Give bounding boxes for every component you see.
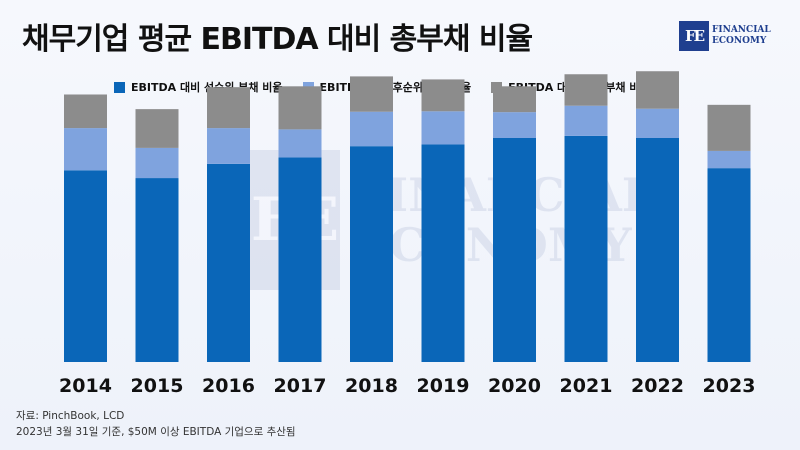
bar-subordinated-2017 — [278, 129, 322, 158]
bar-subordinated-2020 — [493, 112, 536, 138]
bar-subordinated-2023 — [707, 150, 751, 169]
source-note: 자료: PinchBook, LCD 2023년 3월 31일 기준, $50M… — [16, 408, 296, 440]
bar-senior-2023 — [707, 168, 751, 362]
x-tick-label-2019: 2019 — [417, 375, 470, 397]
x-tick-label-2014: 2014 — [59, 375, 112, 397]
x-tick-label-2018: 2018 — [345, 375, 398, 397]
bar-subordinated-2016 — [207, 128, 250, 164]
bar-subordinated-2021 — [564, 105, 608, 136]
page-title: 채무기업 평균 EBITDA 대비 총부채 비율 — [22, 22, 533, 57]
x-tick-label-2020: 2020 — [488, 375, 541, 397]
bar-senior-2015 — [135, 178, 179, 362]
bar-other-2020 — [493, 86, 536, 113]
bar-other-2019 — [421, 79, 465, 112]
bar-senior-2021 — [564, 135, 608, 362]
logo-mark-icon: FE — [679, 21, 709, 51]
bar-other-2016 — [207, 87, 250, 129]
bar-other-2017 — [278, 86, 322, 130]
bar-subordinated-2019 — [421, 111, 465, 145]
bar-other-2015 — [135, 109, 179, 148]
bar-senior-2014 — [64, 170, 107, 362]
bar-subordinated-2018 — [350, 111, 393, 147]
bar-senior-2017 — [278, 157, 322, 362]
brand-logo: FE FINANCIAL ECONOMY — [679, 20, 771, 52]
bar-other-2018 — [350, 76, 393, 112]
bar-senior-2022 — [636, 138, 679, 362]
source-line-1: 자료: PinchBook, LCD — [16, 410, 125, 422]
x-tick-label-2023: 2023 — [703, 375, 756, 397]
x-tick-label-2016: 2016 — [202, 375, 255, 397]
logo-text: FINANCIAL ECONOMY — [712, 25, 771, 47]
logo-line-2: ECONOMY — [712, 36, 767, 46]
bar-senior-2016 — [207, 163, 250, 362]
bar-senior-2020 — [493, 138, 536, 362]
bar-other-2014 — [64, 94, 107, 129]
legend-swatch-senior — [114, 81, 125, 93]
x-tick-label-2017: 2017 — [274, 375, 327, 397]
bar-subordinated-2022 — [636, 108, 679, 138]
source-line-2: 2023년 3월 31일 기준, $50M 이상 EBITDA 기업으로 추산됨 — [16, 426, 296, 438]
bar-other-2021 — [564, 74, 608, 106]
bar-other-2023 — [707, 104, 751, 151]
bar-subordinated-2015 — [135, 147, 179, 179]
bar-other-2022 — [636, 71, 679, 109]
x-tick-label-2021: 2021 — [560, 375, 613, 397]
x-tick-label-2022: 2022 — [631, 375, 684, 397]
logo-line-1: FINANCIAL — [712, 25, 771, 35]
bar-senior-2018 — [350, 146, 393, 362]
bar-subordinated-2014 — [64, 128, 107, 171]
x-tick-label-2015: 2015 — [131, 375, 184, 397]
bar-senior-2019 — [421, 144, 465, 362]
